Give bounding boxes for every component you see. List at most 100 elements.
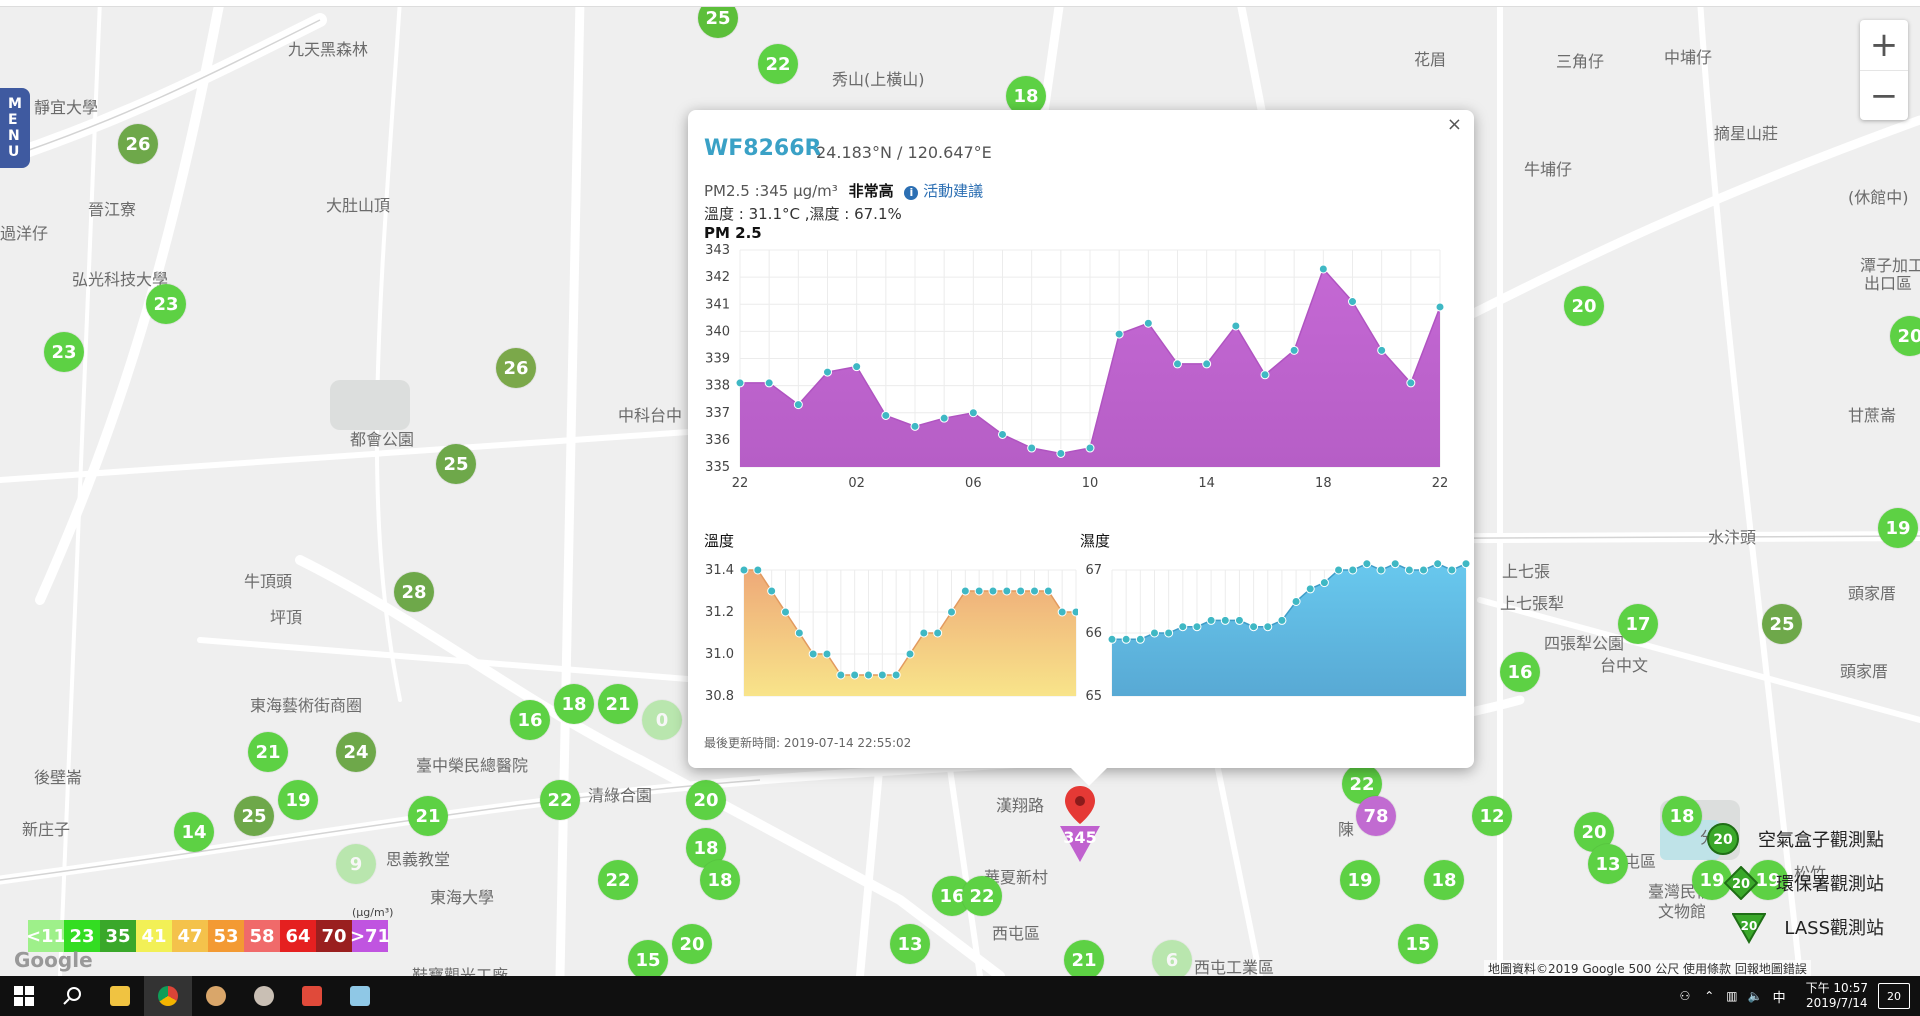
data-point[interactable] [1447,565,1457,575]
sensor-marker[interactable]: 21 [408,796,448,836]
data-point[interactable] [1016,586,1026,596]
data-point[interactable] [1178,622,1188,632]
data-point[interactable] [1056,448,1066,458]
search-icon[interactable] [48,976,96,1016]
data-point[interactable] [1114,329,1124,339]
data-point[interactable] [1002,586,1012,596]
data-point[interactable] [998,429,1007,439]
data-point[interactable] [1220,615,1230,625]
sensor-marker[interactable]: 20 [1564,286,1604,326]
data-point[interactable] [808,649,818,659]
sensor-marker[interactable]: 24 [336,732,376,772]
data-point[interactable] [1234,615,1244,625]
data-point[interactable] [781,607,790,617]
sensor-marker[interactable]: 19 [1340,860,1380,900]
data-point[interactable] [1043,586,1053,596]
data-point[interactable] [960,586,970,596]
data-point[interactable] [1030,586,1039,596]
zoom-in-button[interactable]: + [1860,20,1908,71]
volume-icon[interactable]: 🔈 [1747,989,1763,1003]
data-point[interactable] [1433,559,1443,569]
data-point[interactable] [939,413,949,423]
data-point[interactable] [1406,378,1416,388]
data-point[interactable] [1291,597,1301,606]
sensor-marker[interactable]: 23 [146,284,186,324]
sensor-marker[interactable]: 20 [672,924,712,964]
data-point[interactable] [1318,264,1328,274]
sensor-marker[interactable]: 25 [1762,604,1802,644]
sensor-marker[interactable]: 21 [1064,940,1104,976]
sensor-marker[interactable]: 19 [1878,508,1918,548]
data-point[interactable] [1419,565,1429,575]
sensor-marker[interactable]: 18 [1424,860,1464,900]
app-icon-1[interactable] [192,976,240,1016]
sensor-marker[interactable]: 25 [234,796,274,836]
data-point[interactable] [905,649,915,659]
ime-indicator[interactable]: 中 [1772,990,1786,1006]
data-point[interactable] [1085,443,1095,453]
data-point[interactable] [1057,607,1067,617]
network-icon[interactable]: ▥ [1726,989,1738,1003]
data-point[interactable] [1461,559,1471,569]
data-point[interactable] [1377,345,1387,355]
data-point[interactable] [1435,302,1445,312]
data-point[interactable] [1305,584,1315,594]
data-point[interactable] [1027,443,1037,453]
data-point[interactable] [1192,622,1202,632]
clock[interactable]: 下午 10:57 2019/7/14 [1806,981,1868,1011]
sensor-marker[interactable]: 78 [1356,796,1396,836]
data-point[interactable] [1164,628,1174,638]
sensor-marker[interactable]: 22 [962,876,1002,916]
sensor-marker[interactable]: 26 [496,348,536,388]
data-point[interactable] [1390,559,1400,569]
sensor-marker[interactable]: 18 [1662,796,1702,836]
data-point[interactable] [1143,318,1153,328]
sensor-marker[interactable]: 14 [174,812,214,852]
sensor-marker[interactable]: 23 [44,332,84,372]
sensor-marker[interactable]: 20 [1890,316,1920,356]
windows-start-icon[interactable] [0,976,48,1016]
data-point[interactable] [1260,370,1270,380]
data-point[interactable] [1249,622,1259,632]
data-point[interactable] [910,421,920,431]
data-point[interactable] [947,607,956,617]
data-point[interactable] [753,565,763,575]
data-point[interactable] [793,400,803,410]
sensor-marker[interactable]: 25 [436,444,476,484]
sensor-marker[interactable]: 22 [598,860,638,900]
data-point[interactable] [1173,359,1182,369]
data-point[interactable] [968,408,978,418]
sensor-marker[interactable]: 12 [1472,796,1512,836]
app-icon-2[interactable] [240,976,288,1016]
sensor-marker[interactable]: 15 [1398,924,1438,964]
sensor-marker[interactable]: 13 [1588,844,1628,884]
sensor-marker[interactable]: 6 [1152,940,1192,976]
people-icon[interactable]: ⚇ [1679,989,1691,1003]
data-point[interactable] [836,670,846,680]
data-point[interactable] [1319,578,1329,588]
data-point[interactable] [1149,628,1159,638]
sensor-marker[interactable]: 0 [642,700,682,740]
sensor-marker[interactable]: 28 [394,572,434,612]
data-point[interactable] [881,410,891,420]
data-point[interactable] [1202,359,1212,369]
data-point[interactable] [1376,565,1386,575]
data-point[interactable] [823,367,832,377]
close-button[interactable]: × [1446,114,1462,135]
data-point[interactable] [1289,345,1299,355]
data-point[interactable] [1404,565,1414,575]
data-point[interactable] [1348,297,1357,307]
data-point[interactable] [822,649,832,659]
data-point[interactable] [891,670,901,680]
sensor-marker[interactable]: 9 [336,844,376,884]
sensor-marker[interactable]: 22 [540,780,580,820]
file-explorer-icon[interactable] [96,976,144,1016]
data-point[interactable] [864,670,873,680]
data-point[interactable] [735,378,745,388]
data-point[interactable] [739,565,749,575]
sensor-marker[interactable]: 18 [1006,76,1046,116]
sensor-marker[interactable]: 21 [598,684,638,724]
sensor-marker[interactable]: 16 [1500,652,1540,692]
advice-link[interactable]: i 活動建議 [904,182,983,200]
